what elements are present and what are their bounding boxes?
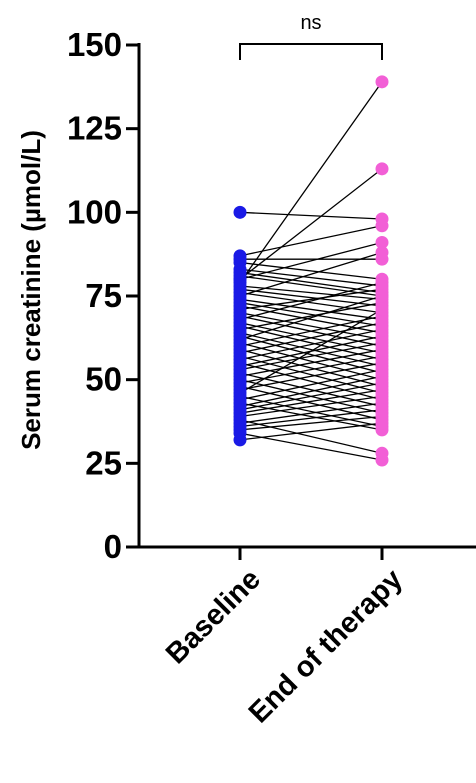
pair-line xyxy=(239,225,383,257)
pair-line xyxy=(239,322,383,354)
pair-line xyxy=(239,348,383,377)
y-tick-label: 50 xyxy=(85,361,122,398)
pair-line xyxy=(239,419,383,454)
pair-lines xyxy=(239,81,383,461)
y-axis-ticks: 0 25 50 75 100 125 150 xyxy=(67,26,384,565)
end-of-therapy-point xyxy=(375,219,389,233)
end-of-therapy-point xyxy=(375,235,389,249)
end-of-therapy-point xyxy=(375,416,389,430)
pair-line xyxy=(239,362,383,391)
pair-line xyxy=(239,328,383,361)
end-of-therapy-point xyxy=(375,453,389,467)
pair-line xyxy=(239,385,383,421)
axes xyxy=(137,43,476,549)
pair-line xyxy=(239,342,383,381)
pair-line xyxy=(239,342,383,371)
y-tick-label: 100 xyxy=(67,193,122,230)
pair-line xyxy=(239,415,383,431)
end-of-therapy-point xyxy=(375,162,389,176)
category-label: End of therapy xyxy=(243,563,409,729)
data-points xyxy=(233,75,389,467)
pair-line xyxy=(239,348,383,387)
pair-line xyxy=(239,241,383,280)
baseline-point xyxy=(233,205,247,219)
pair-line xyxy=(239,308,383,394)
end-of-therapy-point xyxy=(375,276,389,290)
pair-line xyxy=(239,409,383,428)
significance-label: ns xyxy=(300,12,321,34)
pair-line xyxy=(239,298,383,321)
pair-line xyxy=(239,422,383,441)
pair-line xyxy=(239,268,383,287)
bracket-line xyxy=(239,43,383,60)
pair-line xyxy=(239,261,383,280)
pair-line xyxy=(239,368,383,401)
pair-line xyxy=(239,288,383,311)
y-tick-label: 0 xyxy=(104,528,122,565)
y-tick-label: 150 xyxy=(67,26,122,63)
pair-line xyxy=(239,302,383,331)
y-tick-label: 75 xyxy=(85,277,122,314)
pair-line xyxy=(239,281,383,321)
pair-line xyxy=(239,395,383,418)
pair-line xyxy=(239,389,383,414)
significance-bracket: ns xyxy=(239,12,383,60)
pair-line xyxy=(239,295,383,341)
end-of-therapy-point xyxy=(375,75,389,89)
category-label: Baseline xyxy=(160,563,267,670)
baseline-point xyxy=(233,433,247,447)
pair-line xyxy=(239,211,383,220)
end-of-therapy-point xyxy=(375,289,389,303)
pair-line xyxy=(239,81,383,283)
pair-line xyxy=(239,375,383,408)
end-of-therapy-point xyxy=(375,245,389,259)
y-tick-label: 25 xyxy=(85,444,122,481)
end-of-therapy-point xyxy=(375,302,389,316)
pair-line xyxy=(239,315,383,347)
pair-line xyxy=(239,402,383,424)
pair-line xyxy=(239,168,383,280)
pair-line xyxy=(239,382,383,411)
pair-line xyxy=(239,355,383,384)
pair-line xyxy=(239,251,383,297)
pair-line xyxy=(239,292,383,314)
y-tick-label: 125 xyxy=(67,110,122,147)
y-axis-title: Serum creatinine (µmol/L) xyxy=(16,130,46,450)
